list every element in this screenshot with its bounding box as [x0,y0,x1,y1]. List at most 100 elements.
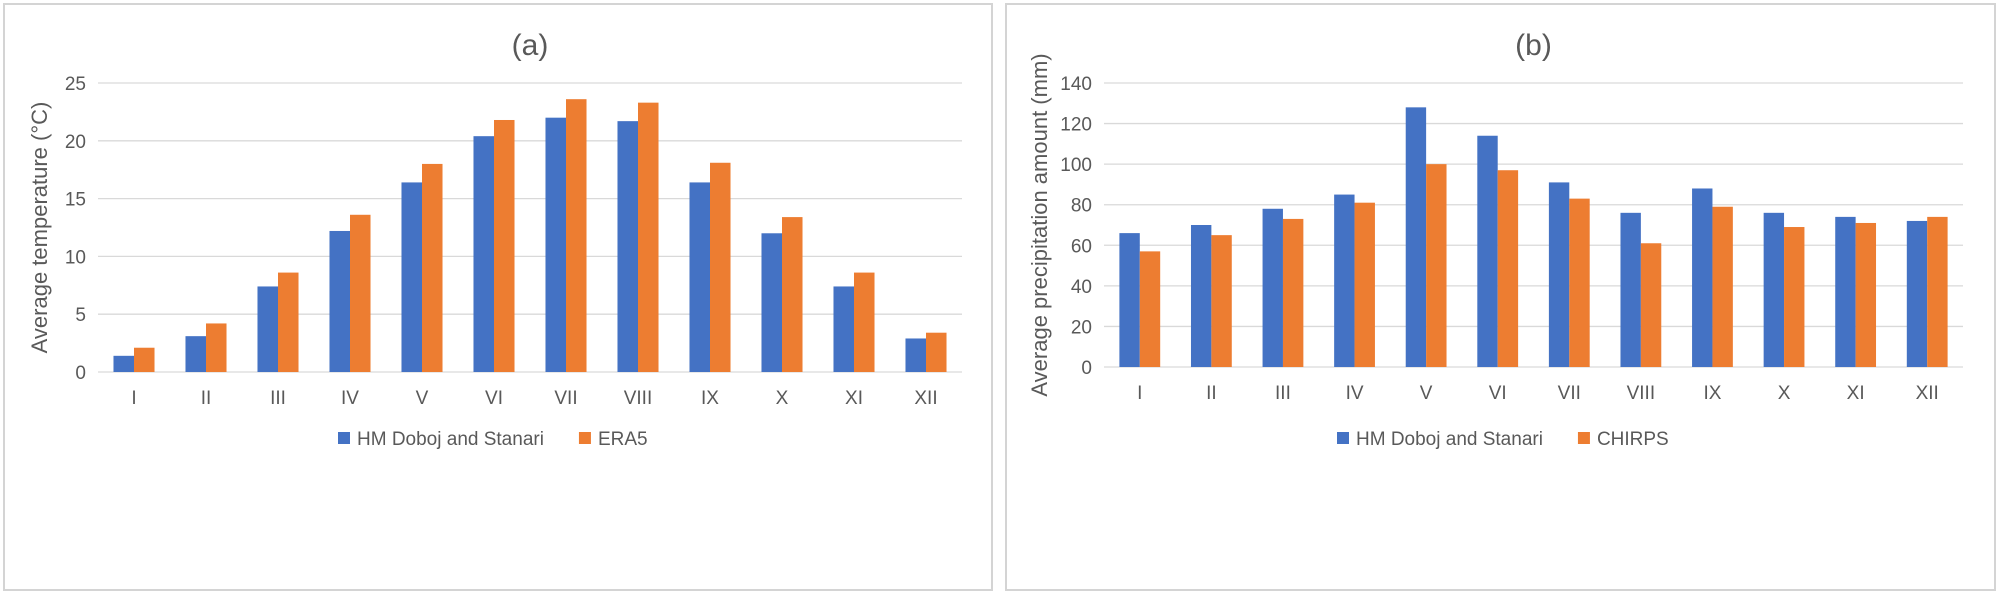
x-tick-label: XII [914,388,937,409]
legend-swatch [1577,432,1590,444]
x-tick-label: II [201,388,212,409]
y-tick-label: 80 [1071,196,1092,217]
y-axis-label: Average temperature (°C) [27,102,52,354]
bar-series2 [1640,243,1662,367]
x-tick-label: IV [341,388,359,409]
bar-series1 [1620,212,1641,367]
y-tick-label: 0 [1081,358,1092,379]
bar-series2 [854,272,875,372]
bar-series1 [1334,194,1355,367]
bar-series1 [1906,220,1928,367]
legend-swatch [1337,432,1349,444]
x-tick-label: X [776,388,789,409]
x-tick-label: VII [1558,383,1581,404]
bar-series2 [1712,206,1733,367]
bar-series1 [545,117,566,373]
bar-series1 [1405,107,1427,367]
bar-series1 [1692,188,1713,367]
chart-b-svg: (b) 0 20 40 60 80 100 120 140 Average precipitati… [1027,29,1963,450]
x-tick-label: I [1137,383,1142,404]
x-tick-label: V [416,388,429,409]
x-tick-label: I [131,388,136,409]
bar-series1 [905,338,926,372]
x-tick-label: VI [485,388,503,409]
bar-series2 [638,102,659,372]
bar-series1 [329,230,350,372]
bar-series1 [1477,135,1498,367]
bar-series1 [473,136,494,372]
bar-series1 [257,286,278,372]
x-tick-label: VIII [624,388,653,409]
legend-label: ERA5 [598,429,648,450]
chart-panel-a: (a) 0 5 10 15 20 25 Average temperature (°C) I II… [3,3,993,591]
x-tick-label: VIII [1627,383,1656,404]
bar-series2 [782,217,803,372]
x-tick-label: XI [1847,383,1865,404]
chart-title: (a) [512,29,549,62]
bar-series1 [833,286,854,372]
y-tick-label: 10 [65,247,86,268]
y-tick-label: 25 [65,74,86,95]
bar-series2 [494,119,515,372]
bar-series2 [1426,164,1447,367]
x-tick-label: III [270,388,286,409]
legend-label: HM Doboj and Stanari [1356,429,1543,450]
bar-series1 [1119,233,1140,367]
bar-series2 [1282,218,1304,367]
bar-series2 [1927,216,1948,367]
bar-series2 [1354,202,1375,367]
bar-series2 [1569,198,1590,367]
bar-series1 [761,233,782,372]
y-tick-label: 140 [1060,74,1092,95]
bar-series2 [1855,222,1877,367]
chart-title: (b) [1515,29,1552,62]
bar-series2 [278,272,299,372]
y-tick-label: 20 [1071,317,1092,338]
y-tick-label: 5 [75,305,86,326]
y-axis-label: Average precipitation amount (mm) [1027,53,1052,396]
legend-label: HM Doboj and Stanari [357,429,544,450]
x-tick-label: IV [1346,383,1364,404]
legend-label: CHIRPS [1597,429,1669,450]
legend-swatch [578,432,591,444]
legend-swatch [338,432,350,444]
bar-series2 [566,99,587,373]
bar-series1 [1190,225,1212,367]
bar-series2 [926,332,947,372]
bar-series1 [689,182,710,372]
x-tick-label: V [1420,383,1433,404]
bar-series2 [710,162,731,372]
bar-series2 [206,323,227,372]
x-tick-label: X [1778,383,1791,404]
x-tick-label: III [1275,383,1291,404]
bar-series2 [1139,251,1161,367]
x-tick-label: XI [845,388,863,409]
bar-series2 [1784,227,1805,367]
bar-series1 [185,336,206,372]
bar-series1 [113,355,134,372]
bar-series1 [617,121,638,372]
chart-panel-b: (b) 0 20 40 60 80 100 120 140 Average precipitati… [1005,3,1996,591]
y-tick-label: 15 [65,190,86,211]
bar-series1 [1835,216,1856,367]
x-tick-label: VII [554,388,577,409]
bar-series2 [1497,170,1519,367]
y-tick-label: 60 [1071,236,1092,257]
bar-series2 [134,347,155,372]
y-tick-label: 120 [1060,115,1092,136]
y-tick-label: 0 [75,363,86,384]
bar-series1 [1548,182,1570,367]
bar-series1 [1262,208,1283,367]
bar-series2 [422,163,443,372]
x-tick-label: IX [701,388,719,409]
y-tick-label: 20 [65,132,86,153]
y-tick-label: 100 [1060,155,1092,176]
bar-series1 [1763,212,1785,367]
bar-series2 [1211,235,1232,367]
bar-series1 [401,182,422,372]
bar-series2 [350,214,371,372]
x-tick-label: II [1206,383,1217,404]
x-tick-label: VI [1489,383,1507,404]
x-tick-label: XII [1916,383,1939,404]
